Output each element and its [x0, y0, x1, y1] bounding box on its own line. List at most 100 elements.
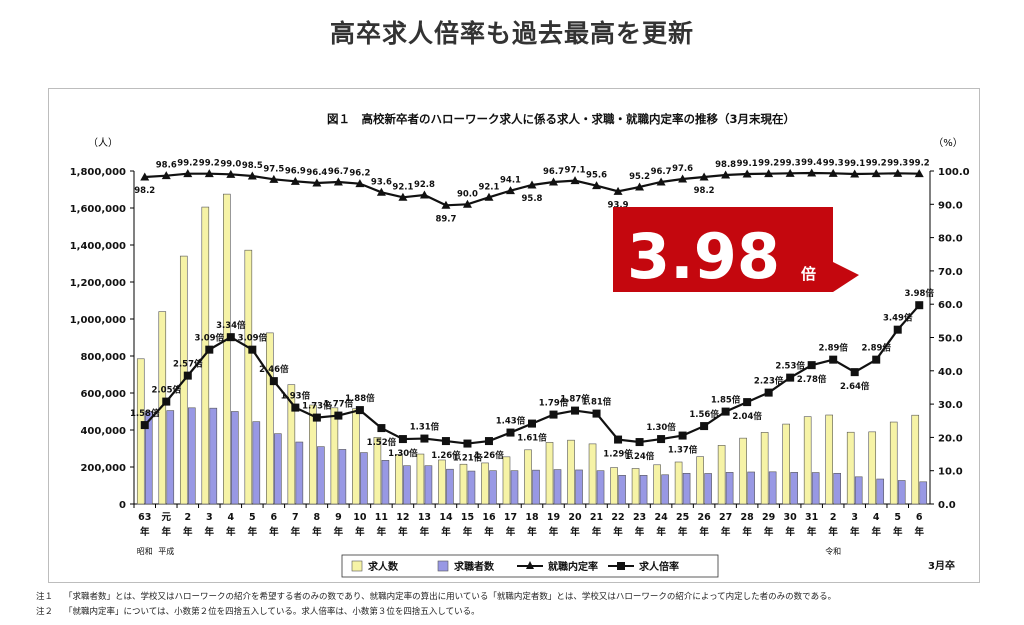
- x-tick-label: 26: [697, 512, 711, 523]
- ratio-marker-22: [614, 435, 623, 444]
- left-tick-label: 1,800,000: [70, 167, 126, 178]
- right-tick-label: 30.0: [938, 400, 963, 411]
- ratio-label-21: 1.81倍: [582, 397, 612, 408]
- x-tick-label: 2: [830, 512, 837, 523]
- bar-kyujin-32: [825, 414, 833, 505]
- ratio-label-0: 1.58倍: [130, 408, 160, 419]
- ratio-label-9: 1.77倍: [324, 399, 354, 410]
- x-tick-label: 元: [162, 512, 172, 523]
- naitei-label-27: 98.8: [715, 160, 736, 170]
- ratio-marker-5: [248, 345, 257, 354]
- naitei-label-23: 95.2: [629, 172, 650, 182]
- bar-kyushoku-35: [897, 480, 906, 505]
- x-tick-label: 4: [873, 512, 880, 523]
- ratio-marker-19: [549, 410, 558, 419]
- bar-kyujin-19: [545, 442, 554, 505]
- ratio-label-2: 2.57倍: [173, 359, 203, 370]
- x-tick-label: 11: [375, 512, 388, 523]
- bar-kyushoku-15: [467, 470, 476, 505]
- x-tick-label: 24: [654, 512, 668, 523]
- ratio-label-10: 1.88倍: [345, 393, 375, 404]
- ratio-marker-18: [528, 419, 536, 428]
- x-tick-year-suffix: 年: [764, 526, 774, 538]
- left-tick-label: 1,000,000: [70, 315, 126, 326]
- left-axis-unit: （人）: [88, 137, 118, 149]
- naitei-label-0: 98.2: [134, 186, 155, 196]
- bar-kyujin-22: [610, 467, 618, 505]
- naitei-label-24: 96.7: [651, 167, 672, 177]
- ratio-marker-9: [334, 411, 343, 420]
- bar-kyushoku-27: [725, 472, 734, 505]
- naitei-label-33: 99.1: [844, 159, 865, 169]
- x-tick-label: 23: [633, 512, 646, 523]
- era-label: 令和: [825, 546, 841, 556]
- x-tick-label: 18: [525, 512, 539, 523]
- ratio-marker-0: [140, 421, 149, 430]
- page-headline: 高卒求人倍率も過去最高を更新: [329, 19, 694, 48]
- x-tick-label: 28: [741, 512, 755, 523]
- legend-label-naitei: 就職内定率: [548, 560, 598, 573]
- legend-swatch-kyushoku: [437, 560, 449, 572]
- naitei-marker-29: [764, 169, 774, 178]
- x-tick-label: 8: [314, 512, 321, 523]
- x-tick-label: 22: [611, 512, 624, 523]
- ratio-label-5: 3.09倍: [238, 333, 268, 344]
- ratio-marker-23: [635, 438, 644, 447]
- naitei-label-5: 98.5: [242, 161, 263, 171]
- x-tick-year-suffix: 年: [183, 526, 193, 538]
- naitei-label-13: 92.8: [414, 180, 435, 190]
- ratio-label-19: 1.79倍: [539, 398, 569, 409]
- ratio-label-24: 1.30倍: [646, 422, 676, 433]
- ratio-label-35: 3.49倍: [883, 313, 913, 324]
- x-tick-year-suffix: 年: [893, 526, 903, 538]
- x-tick-year-suffix: 年: [463, 526, 473, 538]
- naitei-label-4: 99.0: [220, 159, 241, 169]
- footnote-1-text: 「求職者数」とは、学校又はハローワークの紹介を希望する者のみの数であり、就職内定…: [64, 592, 837, 602]
- legend-label-kyushoku: 求職者数: [454, 560, 495, 573]
- bar-kyujin-14: [438, 459, 446, 505]
- naitei-label-18: 95.8: [522, 194, 543, 204]
- naitei-marker-19: [549, 177, 559, 186]
- bar-kyushoku-2: [187, 407, 196, 505]
- bar-kyushoku-7: [295, 441, 304, 505]
- naitei-marker-13: [419, 190, 429, 199]
- naitei-label-14: 89.7: [435, 214, 456, 224]
- bar-kyujin-5: [244, 249, 253, 505]
- naitei-label-25: 97.6: [672, 164, 693, 174]
- x-tick-year-suffix: 年: [398, 526, 408, 538]
- x-tick-label: 31: [805, 512, 818, 523]
- ratio-marker-1: [162, 397, 171, 406]
- footnote-1: 注１ 「求職者数」とは、学校又はハローワークの紹介を希望する者のみの数であり、就職…: [36, 590, 836, 602]
- right-tick-label: 10.0: [938, 467, 963, 478]
- naitei-label-1: 98.6: [156, 161, 177, 171]
- ratio-label-26: 1.56倍: [689, 409, 719, 420]
- bar-kyujin-30: [782, 423, 790, 505]
- naitei-marker-23: [635, 182, 645, 191]
- naitei-marker-18: [527, 180, 537, 189]
- naitei-marker-12: [398, 192, 408, 201]
- naitei-marker-6: [269, 174, 279, 183]
- bar-kyujin-27: [717, 445, 726, 505]
- x-tick-label: 3: [851, 512, 858, 523]
- x-tick-year-suffix: 年: [312, 526, 322, 538]
- right-tick-label: 40.0: [938, 367, 963, 378]
- naitei-label-21: 95.6: [586, 171, 607, 181]
- x-tick-year-suffix: 年: [785, 526, 795, 538]
- bar-kyujin-25: [674, 461, 683, 505]
- ratio-label-3: 3.09倍: [195, 333, 225, 344]
- bar-kyushoku-10: [360, 452, 368, 505]
- naitei-label-28: 99.1: [737, 159, 758, 169]
- ratio-label-13: 1.31倍: [410, 422, 440, 433]
- x-tick-label: 25: [676, 512, 689, 523]
- bar-kyushoku-34: [876, 478, 885, 505]
- bar-kyujin-34: [868, 431, 877, 505]
- bar-kyujin-23: [631, 468, 640, 505]
- x-tick-year-suffix: 年: [527, 526, 537, 538]
- bar-kyushoku-1: [166, 410, 175, 505]
- x-tick-year-suffix: 年: [656, 526, 666, 538]
- naitei-label-31: 99.4: [801, 158, 822, 168]
- ratio-marker-25: [678, 431, 687, 440]
- ratio-label-34: 2.89倍: [861, 343, 891, 354]
- naitei-marker-32: [828, 168, 838, 177]
- right-axis-unit: （%）: [933, 137, 963, 149]
